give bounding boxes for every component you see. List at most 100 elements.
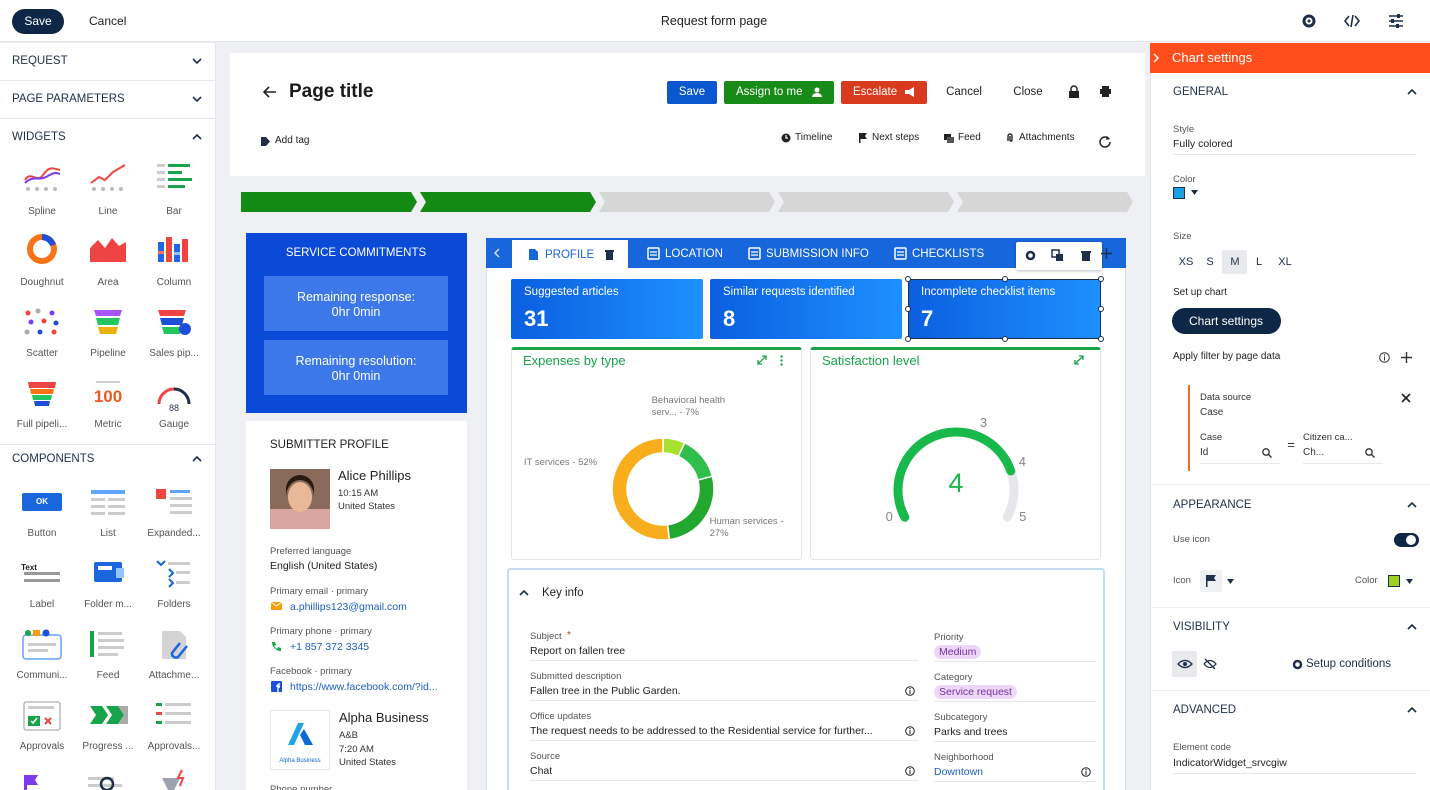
- add-tag[interactable]: Add tag: [275, 135, 310, 146]
- widget-label[interactable]: Pipeline: [90, 348, 126, 359]
- expand-icon[interactable]: [1074, 355, 1084, 365]
- field-value[interactable]: Fully colored: [1173, 138, 1233, 150]
- tab-delete[interactable]: [605, 249, 614, 260]
- section-header[interactable]: GENERAL: [1173, 86, 1228, 98]
- chevron[interactable]: [1406, 622, 1418, 632]
- widget-label[interactable]: Approvals: [19, 741, 65, 752]
- widget-icon[interactable]: [154, 558, 194, 588]
- widget-icon[interactable]: [88, 629, 128, 659]
- widget-icon[interactable]: [154, 629, 194, 659]
- setup-button-label[interactable]: Chart settings: [1188, 314, 1264, 328]
- tab-scroll[interactable]: [493, 248, 501, 258]
- chevron[interactable]: [1152, 53, 1160, 63]
- settings-icon[interactable]: [1301, 13, 1317, 29]
- metric-card[interactable]: [511, 279, 703, 339]
- tune-icon[interactable]: [1388, 13, 1404, 29]
- widget-label[interactable]: Metric: [94, 419, 122, 430]
- widget-icon[interactable]: [88, 700, 128, 730]
- save-button[interactable]: [12, 9, 64, 34]
- section-header[interactable]: REQUEST: [12, 55, 68, 67]
- setup-conditions[interactable]: Setup conditions: [1306, 658, 1392, 670]
- cancel-button[interactable]: Cancel: [89, 14, 127, 28]
- field-link[interactable]: +1 857 372 3345: [290, 641, 370, 653]
- chevron[interactable]: [1406, 705, 1418, 715]
- widget-icon[interactable]: [88, 487, 128, 517]
- widget-label[interactable]: Scatter: [26, 348, 58, 359]
- widget-label[interactable]: Folders: [157, 599, 191, 610]
- widget-label[interactable]: Column: [156, 277, 192, 288]
- tab-label[interactable]: CHECKLISTS: [912, 248, 985, 260]
- widget-icon[interactable]: [22, 307, 62, 337]
- widget-label[interactable]: Line: [98, 206, 118, 217]
- chevron[interactable]: [1406, 500, 1418, 510]
- header-link[interactable]: Timeline: [795, 132, 833, 143]
- size-option[interactable]: XL: [1278, 256, 1292, 268]
- field-link[interactable]: Downtown: [934, 766, 984, 778]
- header-button[interactable]: [724, 81, 834, 104]
- widget-label[interactable]: Expanded...: [147, 528, 201, 539]
- field-link[interactable]: a.phillips123@gmail.com: [290, 601, 407, 613]
- widget-label[interactable]: Area: [97, 277, 119, 288]
- header-link[interactable]: Next steps: [872, 132, 920, 143]
- search-icon[interactable]: [1365, 448, 1375, 458]
- add-filter[interactable]: [1401, 352, 1412, 363]
- widget-icon[interactable]: [88, 558, 128, 588]
- lock-icon[interactable]: [1069, 85, 1079, 98]
- widget-label[interactable]: Feed: [96, 670, 120, 681]
- size-option[interactable]: XS: [1178, 256, 1194, 268]
- widget-icon[interactable]: [154, 234, 194, 264]
- widget-label[interactable]: Communi...: [16, 670, 68, 681]
- widget-label[interactable]: Bar: [166, 206, 182, 217]
- header-button[interactable]: [667, 81, 717, 104]
- size-option[interactable]: S: [1206, 256, 1214, 268]
- section-header[interactable]: PAGE PARAMETERS: [12, 93, 125, 105]
- header-button-label[interactable]: Save: [678, 86, 706, 98]
- print-icon[interactable]: [1100, 86, 1111, 97]
- expand-icon[interactable]: [757, 355, 767, 365]
- widget-icon[interactable]: [22, 700, 62, 731]
- add-tab[interactable]: [1101, 248, 1112, 259]
- widget-label[interactable]: Full pipeli...: [16, 419, 68, 430]
- color-swatch[interactable]: [1173, 187, 1185, 199]
- chevron[interactable]: [1406, 87, 1418, 97]
- header-button-label[interactable]: Cancel: [946, 86, 982, 98]
- widget-label[interactable]: Gauge: [158, 419, 190, 430]
- tag-icon[interactable]: [261, 137, 270, 146]
- widget-icon[interactable]: [88, 234, 128, 264]
- tab-label[interactable]: LOCATION: [665, 248, 723, 260]
- widget-label[interactable]: Approvals...: [147, 741, 201, 752]
- widget-icon[interactable]: [88, 379, 128, 409]
- widget-label[interactable]: Spline: [28, 206, 56, 217]
- widget-label[interactable]: Sales pip...: [149, 348, 199, 359]
- metric-card[interactable]: [908, 279, 1101, 339]
- toolbar-icon[interactable]: [1081, 250, 1091, 261]
- header-button-label[interactable]: Escalate: [853, 86, 898, 98]
- widget-icon[interactable]: [154, 487, 194, 517]
- widget-icon[interactable]: [22, 629, 62, 660]
- section-header[interactable]: WIDGETS: [12, 131, 66, 143]
- refresh-icon[interactable]: [1099, 135, 1111, 148]
- header-button-label[interactable]: Close: [1013, 86, 1043, 98]
- size-option[interactable]: M: [1230, 256, 1240, 268]
- tab-label[interactable]: PROFILE: [545, 249, 595, 261]
- widget-icon[interactable]: [154, 307, 194, 337]
- widget-label[interactable]: List: [100, 528, 116, 539]
- tab-label[interactable]: SUBMISSION INFO: [766, 248, 869, 260]
- remove-filter[interactable]: [1401, 393, 1411, 403]
- widget-icon[interactable]: [22, 162, 62, 192]
- toolbar-icon[interactable]: [1025, 250, 1036, 261]
- widget-label[interactable]: Attachme...: [148, 670, 200, 681]
- save-label[interactable]: Save: [24, 14, 52, 28]
- widget-label[interactable]: Button: [27, 528, 57, 539]
- color-swatch[interactable]: [1388, 575, 1400, 587]
- section-header[interactable]: COMPONENTS: [12, 453, 95, 465]
- size-option[interactable]: L: [1255, 256, 1263, 268]
- widget-icon[interactable]: [154, 379, 194, 409]
- metric-card[interactable]: [710, 279, 902, 339]
- header-button-label[interactable]: Assign to me: [736, 86, 803, 98]
- code-icon[interactable]: [1343, 13, 1361, 29]
- widget-icon[interactable]: [154, 700, 194, 730]
- widget-icon[interactable]: [22, 379, 62, 409]
- widget-label[interactable]: Progress ...: [82, 741, 134, 752]
- widget-icon[interactable]: [154, 162, 194, 192]
